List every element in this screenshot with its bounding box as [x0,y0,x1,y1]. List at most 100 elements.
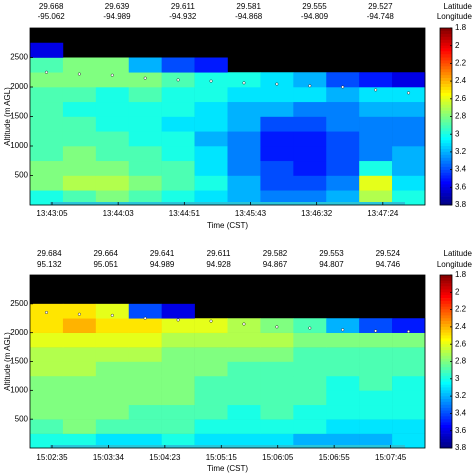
heatmap-cell [326,146,360,162]
colorbar-step [440,187,452,191]
heatmap-cell [128,160,162,176]
boundary-dot [110,313,114,317]
colorbar-step [440,306,452,310]
boundary-dot [275,82,279,86]
colorbar-tick-label: 3.4 [455,165,467,174]
colorbar-step [440,427,452,431]
heatmap-cell [62,146,97,162]
colorbar-step [440,367,452,371]
heatmap-cell [194,175,228,191]
boundary-dot [176,78,180,82]
heatmap-cell [194,375,228,391]
heatmap-cell [227,101,261,117]
boundary-dot [176,318,180,322]
heatmap-cell [326,72,360,88]
boundary-dot [308,84,312,88]
heatmap-cell [194,332,228,348]
heatmap-cell [62,72,97,88]
heatmap-cell [194,390,228,406]
heatmap-cell [95,433,130,449]
heatmap-cell [194,131,228,147]
heatmap-cell [62,116,97,132]
heatmap-cell [293,190,327,206]
colorbar-tick-label: 2.2 [455,305,467,314]
colorbar-tick-label: 3.8 [455,200,467,209]
colorbar-step [440,54,452,58]
heatmap-cell [293,433,327,449]
heatmap-cell [392,404,426,420]
heatmap-cell [359,131,393,147]
colorbar-step [440,436,452,440]
heatmap-cell [194,433,228,449]
colorbar-step [440,419,452,423]
colorbar-step [440,289,452,293]
heatmap-cell [260,131,294,147]
colorbar-step [440,329,452,333]
colorbar-step [440,358,452,362]
longitude-label: 94.867 [263,260,288,269]
colorbar-step [440,439,452,443]
heatmap-cell [161,146,195,162]
heatmap-cell [30,404,64,420]
colorbar-step [440,300,452,305]
colorbar-step [440,349,452,354]
heatmap-cell [293,318,327,333]
heatmap-cell [128,72,162,88]
colorbar-tick-label: 2.6 [455,339,467,348]
heatmap-cell [95,375,130,391]
heatmap-cell [128,361,162,377]
colorbar-step [440,66,452,70]
colorbar-step [440,89,452,94]
heatmap-cell [227,318,261,333]
heatmap-cell [95,146,130,162]
heatmap-cell [62,347,97,362]
heatmap-cell [293,131,327,147]
colorbar-step [440,393,452,397]
colorbar-step [440,75,452,79]
boundary-dot [209,79,213,83]
heatmap-cell [359,87,393,103]
longitude-title: Longitude [437,260,473,269]
boundary-dot [407,330,411,334]
colorbar-step [440,163,452,167]
heatmap-cell [30,419,64,434]
heatmap-cell [161,116,195,132]
latitude-title: Latitude [444,2,473,11]
heatmap-cell [62,303,97,319]
heatmap-cell [62,87,97,103]
longitude-label: -94.748 [367,12,395,21]
heatmap-cell [128,101,162,117]
heatmap-cell [194,146,228,162]
colorbar-tick-label: 3.8 [455,443,467,452]
colorbar-step [440,318,452,322]
colorbar-step [440,154,452,159]
heatmap-cell [260,101,294,117]
heatmap-cell [293,375,327,391]
heatmap-cell [227,87,261,103]
colorbar-step [440,30,452,35]
colorbar-step [440,116,452,120]
longitude-label: -95.062 [38,12,66,21]
x-tick-label: 15:07:45 [375,453,407,462]
colorbar-step [440,134,452,138]
colorbar-step [440,110,452,114]
x-tick-label: 15:02:35 [36,453,68,462]
heatmap-cell [326,175,360,191]
colorbar-step [440,78,452,82]
heatmap-cell [161,101,195,117]
colorbar-step [440,60,452,64]
heatmap-cell [359,101,393,117]
heatmap-cell [161,404,195,420]
heatmap-cell [359,404,393,420]
x-axis-label: Time (CST) [207,464,248,473]
colorbar-step [440,347,452,351]
x-tick-label: 15:05:15 [206,453,238,462]
heatmap-cell [194,190,228,206]
heatmap-cell [62,57,97,73]
heatmap-cell [194,347,228,362]
heatmap-cell [392,347,426,362]
heatmap-cell [326,160,360,176]
boundary-dot [44,70,48,74]
heatmap-cell [392,390,426,406]
